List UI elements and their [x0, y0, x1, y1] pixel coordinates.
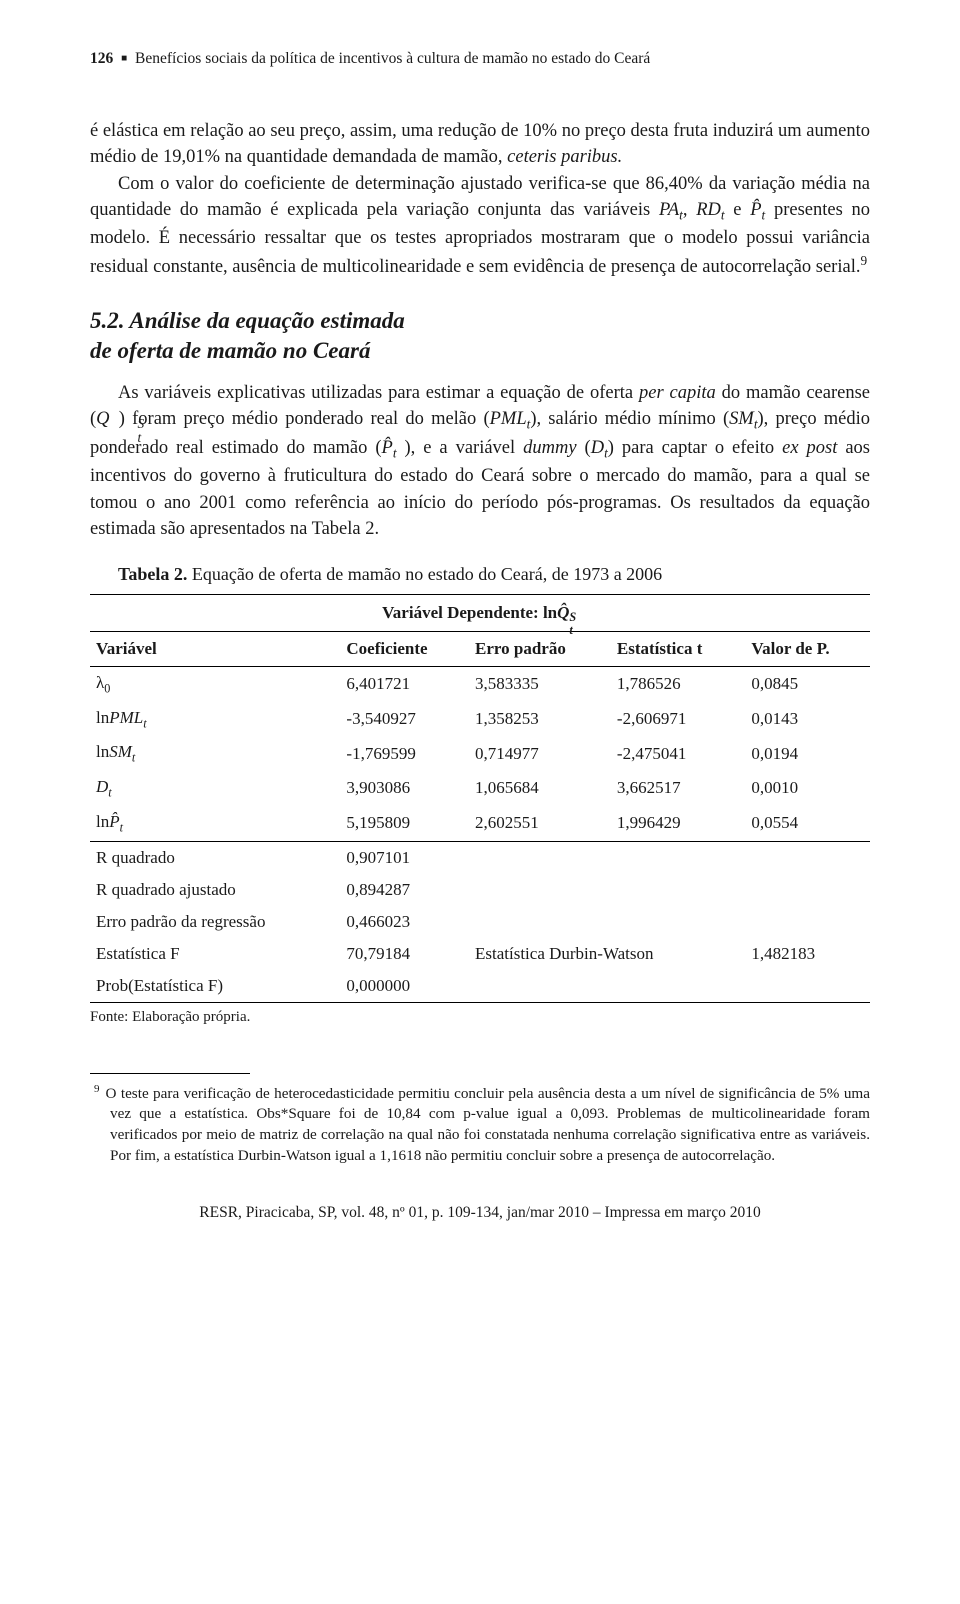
- var-Phat: P̂t: [750, 200, 765, 220]
- table-cell: -2,606971: [611, 702, 746, 737]
- table-cell: 0,0143: [745, 702, 870, 737]
- para1-italic: ceteris paribus.: [507, 147, 622, 167]
- var-D: Dt: [591, 438, 608, 458]
- heading-line1: Análise da equação estimada: [125, 308, 405, 333]
- dw-value: 1,482183: [745, 938, 870, 970]
- dependent-var-row: Variável Dependente: lnQ̂St: [90, 594, 870, 631]
- running-title: Benefícios sociais da política de incent…: [135, 50, 650, 67]
- table-cell: 1,786526: [611, 666, 746, 701]
- table-cell: 3,583335: [469, 666, 611, 701]
- dependent-var-cell: Variável Dependente: lnQ̂St: [90, 594, 870, 631]
- footnote-9: 9O teste para verificação de heterocedas…: [90, 1082, 870, 1167]
- f-stat-label: Estatística F: [90, 938, 340, 970]
- table-row: lnP̂t5,1958092,6025511,9964290,0554: [90, 806, 870, 841]
- f-stat-row: Estatística F 70,79184 Estatística Durbi…: [90, 938, 870, 970]
- page-number: 126: [90, 50, 113, 67]
- running-header: 126 ■ Benefícios sociais da política de …: [90, 48, 870, 70]
- table-cell: lnSMt: [90, 736, 340, 771]
- table-cell: 2,602551: [469, 806, 611, 841]
- table-cell: lnPMLt: [90, 702, 340, 737]
- body-paragraph-1: é elástica em relação ao seu preço, assi…: [90, 118, 870, 171]
- stat-label: R quadrado ajustado: [90, 874, 340, 906]
- th-coef: Coeficiente: [340, 631, 469, 666]
- regression-table: Variável Dependente: lnQ̂St Variável Coe…: [90, 594, 870, 1004]
- stat-value: 0,466023: [340, 906, 469, 938]
- table-cell: 3,662517: [611, 771, 746, 806]
- table-caption-label: Tabela 2.: [118, 564, 187, 584]
- heading-line2: de oferta de mamão no Ceará: [90, 338, 370, 363]
- var-Qts: QSt: [96, 409, 119, 429]
- footnote-number: 9: [94, 1083, 106, 1095]
- stat-value: 0,907101: [340, 841, 469, 874]
- table-cell: 3,903086: [340, 771, 469, 806]
- table-header-row: Variável Coeficiente Erro padrão Estatís…: [90, 631, 870, 666]
- table-row: R quadrado ajustado0,894287: [90, 874, 870, 906]
- footer-imprint: RESR, Piracicaba, SP, vol. 48, nº 01, p.…: [90, 1202, 870, 1224]
- table-cell: Dt: [90, 771, 340, 806]
- stat-value: 0,894287: [340, 874, 469, 906]
- footnote-ref-9: 9: [860, 253, 867, 268]
- var-PML: PMLt: [490, 409, 531, 429]
- p3-d: ), salário médio mínimo (: [530, 409, 729, 429]
- stat-label: R quadrado: [90, 841, 340, 874]
- dw-label: Estatística Durbin-Watson: [469, 938, 745, 970]
- p3-dummy: dummy: [523, 438, 576, 458]
- body-paragraph-2: Com o valor do coeficiente de determinaç…: [90, 171, 870, 281]
- table-cell: λ0: [90, 666, 340, 701]
- table-row: Erro padrão da regressão0,466023: [90, 906, 870, 938]
- th-se: Erro padrão: [469, 631, 611, 666]
- var-Phat2: P̂t: [382, 438, 397, 458]
- table-cell: 0,0554: [745, 806, 870, 841]
- para1-text: é elástica em relação ao seu preço, assi…: [90, 121, 870, 167]
- stat-label: Erro padrão da regressão: [90, 906, 340, 938]
- probf-row: Prob(Estatística F) 0,000000: [90, 970, 870, 1003]
- th-pvalue: Valor de P.: [745, 631, 870, 666]
- table-cell: 0,714977: [469, 736, 611, 771]
- table-cell: 6,401721: [340, 666, 469, 701]
- var-SM: SMt: [729, 409, 757, 429]
- table-cell: 1,065684: [469, 771, 611, 806]
- table-cell: 1,358253: [469, 702, 611, 737]
- table-cell: lnP̂t: [90, 806, 340, 841]
- table-caption: Tabela 2. Equação de oferta de mamão no …: [90, 562, 870, 588]
- bullet-icon: ■: [117, 53, 131, 64]
- table-row: R quadrado0,907101: [90, 841, 870, 874]
- footnote-rule: [90, 1073, 250, 1074]
- table-cell: 5,195809: [340, 806, 469, 841]
- dep-prefix: Variável Dependente: ln: [382, 603, 557, 622]
- probf-value: 0,000000: [340, 970, 469, 1003]
- table-2: Tabela 2. Equação de oferta de mamão no …: [90, 562, 870, 1028]
- table-row: Dt3,9030861,0656843,6625170,0010: [90, 771, 870, 806]
- dep-symbol: Q̂St: [557, 603, 578, 622]
- table-row: lnPMLt-3,5409271,358253-2,6069710,0143: [90, 702, 870, 737]
- th-variable: Variável: [90, 631, 340, 666]
- p3-c: ) foram preço médio ponderado real do me…: [119, 409, 490, 429]
- table-cell: 1,996429: [611, 806, 746, 841]
- table-cell: -1,769599: [340, 736, 469, 771]
- p3-g: (: [577, 438, 591, 458]
- probf-label: Prob(Estatística F): [90, 970, 340, 1003]
- f-stat-value: 70,79184: [340, 938, 469, 970]
- var-PA: PAt: [659, 200, 683, 220]
- p3-percapita: per capita: [639, 383, 716, 403]
- p3-f: ), e a variável: [397, 438, 524, 458]
- body-paragraph-3: As variáveis explicativas utilizadas par…: [90, 380, 870, 542]
- p3-a: As variáveis explicativas utilizadas par…: [118, 383, 639, 403]
- table-row: λ06,4017213,5833351,7865260,0845: [90, 666, 870, 701]
- section-heading-5-2: 5.2. Análise da equação estimada de ofer…: [90, 306, 870, 366]
- p3-h: ) para captar o efeito: [608, 438, 782, 458]
- table-cell: 0,0194: [745, 736, 870, 771]
- table-caption-text: Equação de oferta de mamão no estado do …: [187, 564, 662, 584]
- table-row: lnSMt-1,7695990,714977-2,4750410,0194: [90, 736, 870, 771]
- var-RD: RDt: [696, 200, 724, 220]
- th-tstat: Estatística t: [611, 631, 746, 666]
- table-cell: 0,0845: [745, 666, 870, 701]
- table-cell: 0,0010: [745, 771, 870, 806]
- table-source: Fonte: Elaboração própria.: [90, 1007, 870, 1028]
- table-cell: -2,475041: [611, 736, 746, 771]
- table-cell: -3,540927: [340, 702, 469, 737]
- p3-expost: ex post: [782, 438, 837, 458]
- heading-number: 5.2.: [90, 308, 125, 333]
- footnote-text: O teste para verificação de heterocedast…: [106, 1085, 871, 1164]
